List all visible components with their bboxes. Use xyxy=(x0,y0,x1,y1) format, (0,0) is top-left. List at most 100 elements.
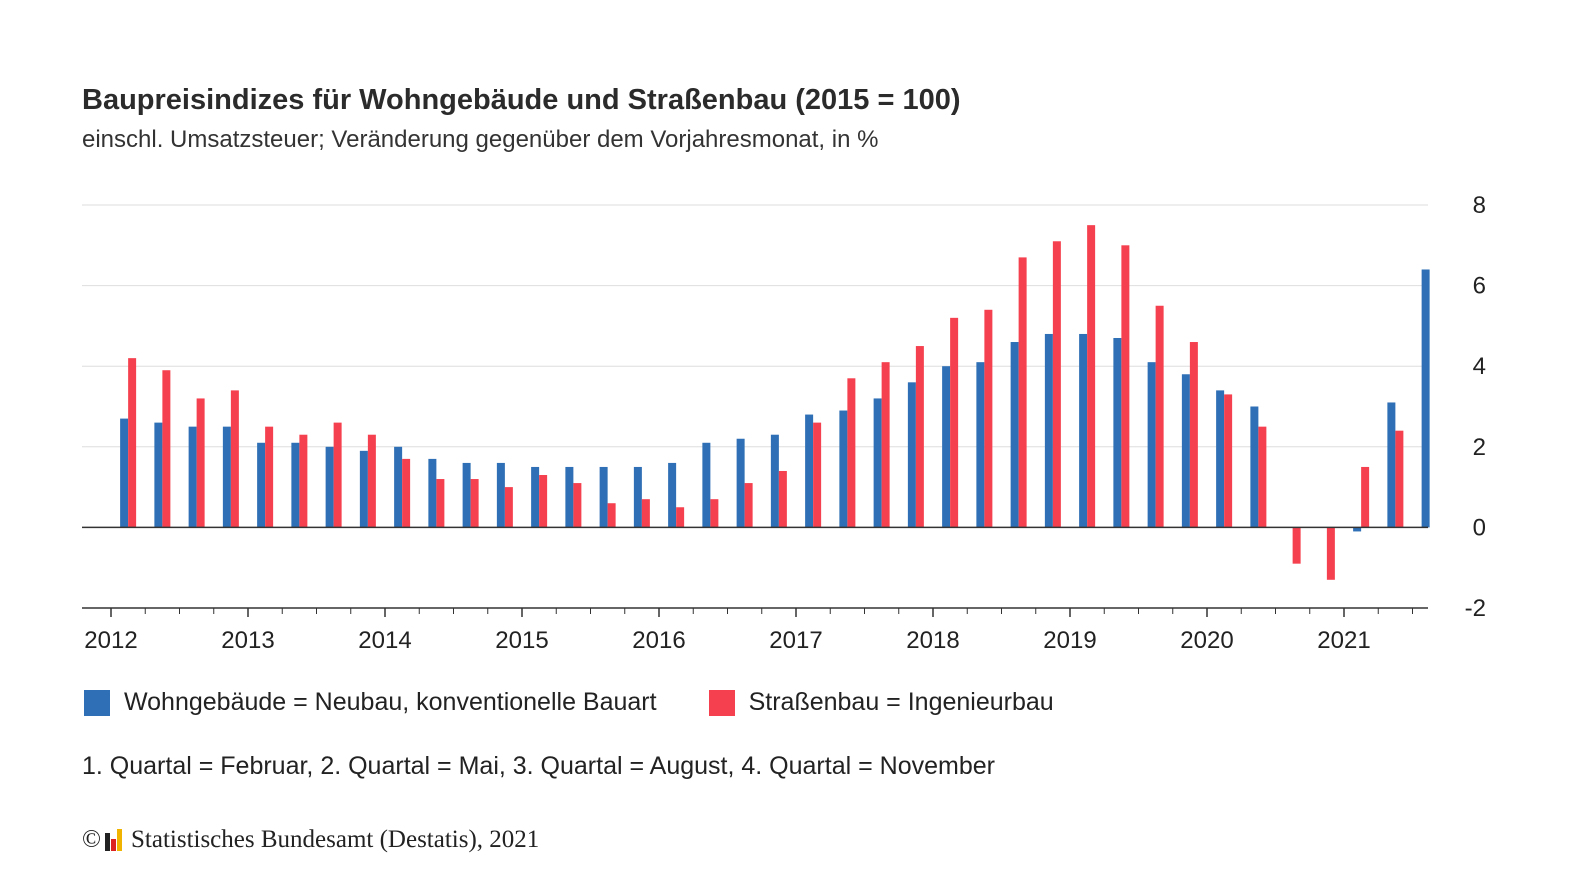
bar-wohngebaeude[interactable] xyxy=(702,442,711,528)
bar-wohngebaeude[interactable] xyxy=(736,438,745,528)
x-tick-label: 2021 xyxy=(1317,627,1370,654)
bar-wohngebaeude[interactable] xyxy=(873,398,882,528)
bar-wohngebaeude[interactable] xyxy=(394,446,403,528)
bars xyxy=(120,225,1430,580)
bar-wohngebaeude[interactable] xyxy=(599,466,608,528)
bar-wohngebaeude[interactable] xyxy=(1216,390,1225,528)
bar-strassenbau[interactable] xyxy=(504,487,513,528)
x-axis-labels: 2012 2013 2014 2015 2016 2017 2018 2019 2020 2021 xyxy=(84,627,1370,654)
bar-strassenbau[interactable] xyxy=(1224,394,1233,528)
bar-wohngebaeude[interactable] xyxy=(770,434,779,528)
bar-wohngebaeude[interactable] xyxy=(188,426,197,528)
bar-strassenbau[interactable] xyxy=(265,426,274,528)
bar-strassenbau[interactable] xyxy=(1189,342,1198,528)
bar-wohngebaeude[interactable] xyxy=(1353,527,1362,532)
bar-strassenbau[interactable] xyxy=(984,309,993,528)
y-tick-label: 6 xyxy=(1473,273,1486,300)
bar-wohngebaeude[interactable] xyxy=(222,426,231,528)
destatis-logo-icon xyxy=(105,829,123,851)
bar-strassenbau[interactable] xyxy=(1121,245,1130,528)
legend: Wohngebäude = Neubau, konventionelle Bau… xyxy=(84,688,1106,717)
bar-wohngebaeude[interactable] xyxy=(1147,362,1156,528)
bar-wohngebaeude[interactable] xyxy=(496,462,505,528)
bar-strassenbau[interactable] xyxy=(436,479,445,528)
bar-strassenbau[interactable] xyxy=(299,434,308,528)
bar-wohngebaeude[interactable] xyxy=(531,466,540,528)
bar-strassenbau[interactable] xyxy=(1292,527,1301,564)
bar-strassenbau[interactable] xyxy=(1361,466,1370,528)
bar-wohngebaeude[interactable] xyxy=(942,366,951,528)
bar-wohngebaeude[interactable] xyxy=(668,462,677,528)
bar-strassenbau[interactable] xyxy=(196,398,205,528)
bar-strassenbau[interactable] xyxy=(1258,426,1267,528)
bar-strassenbau[interactable] xyxy=(333,422,342,528)
bar-strassenbau[interactable] xyxy=(230,390,239,528)
bar-strassenbau[interactable] xyxy=(539,475,548,528)
bar-wohngebaeude[interactable] xyxy=(359,450,368,528)
x-tick-label: 2020 xyxy=(1180,627,1233,654)
x-tick-label: 2017 xyxy=(769,627,822,654)
source-text: Statistisches Bundesamt (Destatis), 2021 xyxy=(131,826,540,853)
bar-strassenbau[interactable] xyxy=(676,507,685,528)
bar-wohngebaeude[interactable] xyxy=(805,414,814,528)
bar-strassenbau[interactable] xyxy=(915,346,924,528)
bar-wohngebaeude[interactable] xyxy=(1010,342,1019,528)
bar-strassenbau[interactable] xyxy=(162,370,171,528)
bar-wohngebaeude[interactable] xyxy=(1421,269,1430,528)
bar-strassenbau[interactable] xyxy=(1087,225,1096,528)
bar-wohngebaeude[interactable] xyxy=(1250,406,1259,528)
bar-strassenbau[interactable] xyxy=(847,378,856,528)
bar-strassenbau[interactable] xyxy=(1018,257,1027,528)
bar-wohngebaeude[interactable] xyxy=(325,446,334,528)
bar-wohngebaeude[interactable] xyxy=(257,442,266,528)
legend-label-wohngebaeude: Wohngebäude = Neubau, konventionelle Bau… xyxy=(124,688,657,716)
bar-wohngebaeude[interactable] xyxy=(291,442,300,528)
bar-wohngebaeude[interactable] xyxy=(976,362,985,528)
bar-strassenbau[interactable] xyxy=(1395,430,1404,528)
source-line: © Statistisches Bundesamt (Destatis), 20… xyxy=(82,826,539,854)
bar-wohngebaeude[interactable] xyxy=(428,458,437,528)
bar-wohngebaeude[interactable] xyxy=(154,422,163,528)
bar-strassenbau[interactable] xyxy=(744,483,753,528)
bar-wohngebaeude[interactable] xyxy=(1181,374,1190,528)
bar-wohngebaeude[interactable] xyxy=(1387,402,1396,528)
y-tick-label: 0 xyxy=(1473,514,1486,541)
bar-wohngebaeude[interactable] xyxy=(1079,333,1088,528)
bar-strassenbau[interactable] xyxy=(881,362,890,528)
x-tick-label: 2013 xyxy=(221,627,274,654)
bar-wohngebaeude[interactable] xyxy=(120,418,129,528)
chart-title: Baupreisindizes für Wohngebäude und Stra… xyxy=(82,84,961,116)
legend-swatch-red xyxy=(708,689,735,716)
bar-strassenbau[interactable] xyxy=(367,434,376,528)
bar-strassenbau[interactable] xyxy=(128,358,137,528)
bar-strassenbau[interactable] xyxy=(573,483,582,528)
legend-item-wohngebaeude[interactable]: Wohngebäude = Neubau, konventionelle Bau… xyxy=(84,688,657,717)
bar-strassenbau[interactable] xyxy=(470,479,479,528)
bar-wohngebaeude[interactable] xyxy=(633,466,642,528)
bar-strassenbau[interactable] xyxy=(710,499,719,528)
y-tick-label: 8 xyxy=(1473,192,1486,219)
bar-strassenbau[interactable] xyxy=(1052,241,1061,528)
legend-swatch-blue xyxy=(84,689,110,716)
bar-strassenbau[interactable] xyxy=(607,503,616,528)
bar-wohngebaeude[interactable] xyxy=(1044,333,1053,528)
bar-wohngebaeude[interactable] xyxy=(462,462,471,528)
bar-wohngebaeude[interactable] xyxy=(839,410,848,528)
bar-strassenbau[interactable] xyxy=(778,470,787,528)
x-tick-label: 2019 xyxy=(1043,627,1096,654)
bar-strassenbau[interactable] xyxy=(641,499,650,528)
y-tick-label: 4 xyxy=(1473,353,1486,380)
copyright-symbol: © xyxy=(82,826,101,853)
bar-wohngebaeude[interactable] xyxy=(907,382,916,528)
bar-strassenbau[interactable] xyxy=(402,458,411,528)
quarter-note: 1. Quartal = Februar, 2. Quartal = Mai, … xyxy=(82,752,995,780)
x-axis xyxy=(82,526,1428,617)
bar-strassenbau[interactable] xyxy=(813,422,822,528)
bar-chart: 8 6 4 2 0 -2 2012 2013 2014 2015 2016 2017 2018 2019… xyxy=(82,192,1486,654)
bar-strassenbau[interactable] xyxy=(1155,305,1164,528)
bar-strassenbau[interactable] xyxy=(950,317,959,528)
bar-strassenbau[interactable] xyxy=(1326,527,1335,580)
bar-wohngebaeude[interactable] xyxy=(1113,337,1122,528)
bar-wohngebaeude[interactable] xyxy=(565,466,574,528)
legend-item-strassenbau[interactable]: Straßenbau = Ingenieurbau xyxy=(708,688,1054,717)
